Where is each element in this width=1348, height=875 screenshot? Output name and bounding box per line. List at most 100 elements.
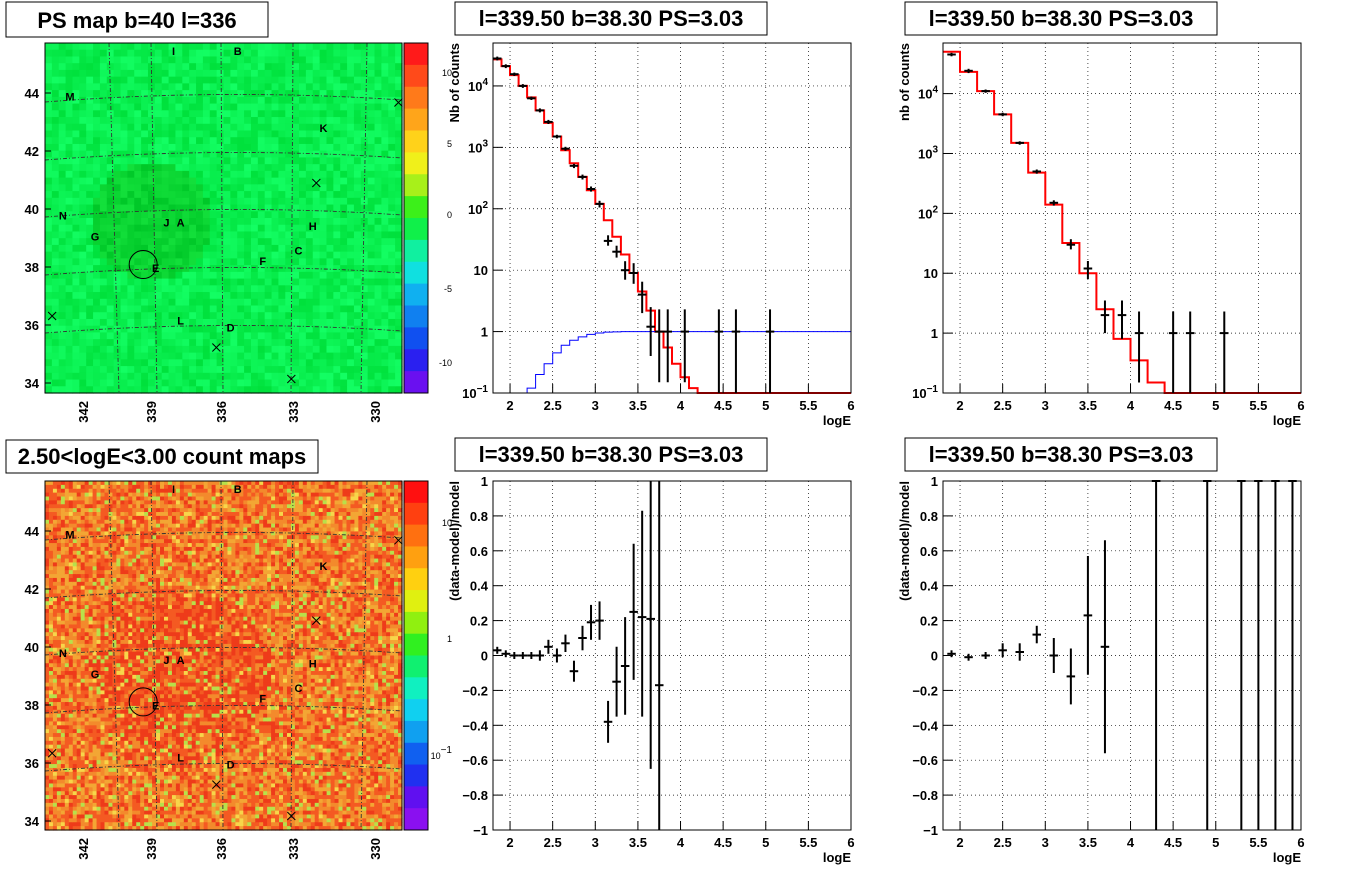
skymap-pixel (104, 709, 110, 715)
skymap-pixel (134, 238, 142, 246)
skymap-pixel (88, 779, 94, 785)
skymap-pixel (128, 515, 133, 521)
skymap-pixel (93, 157, 101, 165)
skymap-pixel (68, 705, 74, 711)
skymap-pixel (132, 500, 137, 505)
skymap-pixel (68, 764, 74, 769)
skymap-pixel (278, 231, 286, 239)
skymap-pixel (147, 218, 156, 226)
skymap-pixel (92, 740, 98, 746)
skymap-pixel (257, 285, 266, 293)
skymap-pixel (381, 386, 389, 394)
skymap-pixel (60, 663, 66, 668)
skymap-pixel (264, 184, 273, 192)
skymap-pixel (96, 698, 102, 703)
skymap-pixel (326, 271, 334, 280)
skymap-pixel (189, 285, 197, 293)
skymap-pixel (333, 366, 341, 374)
skymap-pixel (92, 643, 98, 649)
skymap-pixel (104, 512, 110, 517)
skymap-pixel (86, 90, 94, 98)
skymap-pixel (88, 791, 94, 796)
skymap-pixel (319, 157, 328, 165)
skymap-pixel (52, 508, 58, 513)
skymap-pixel (120, 771, 125, 777)
skymap-pixel (96, 593, 102, 598)
skymap-pixel (65, 143, 74, 152)
skymap-pixel (292, 96, 300, 105)
skymap-pixel (51, 258, 60, 266)
skymap-pixel (60, 698, 66, 703)
skymap-pixel (278, 177, 286, 185)
skymap-pixel (104, 566, 110, 571)
skymap-pixel (128, 764, 133, 769)
skymap-pixel (93, 372, 101, 381)
skymap-pixel (45, 90, 53, 98)
skymap-pixel (124, 512, 129, 517)
skymap-pixel (299, 218, 307, 226)
skymap-pixel (264, 137, 273, 145)
skymap-pixel (52, 694, 58, 699)
skymap-pixel (45, 359, 53, 367)
skymap-pixel (48, 484, 54, 490)
skymap-pixel (161, 312, 170, 320)
skymap-pixel (120, 616, 125, 622)
skymap-pixel (154, 211, 163, 219)
skymap-pixel (299, 372, 307, 381)
skymap-pixel (395, 90, 403, 98)
skymap-pixel (202, 305, 211, 313)
skymap-pixel (45, 639, 50, 645)
skymap-pixel (112, 787, 117, 792)
skymap-pixel (76, 543, 82, 548)
skymap-pixel (237, 318, 245, 327)
skymap-pixel (141, 164, 149, 172)
skymap-pixel (230, 292, 238, 300)
skymap-pixel (80, 806, 86, 812)
skymap-pixel (285, 130, 293, 138)
skymap-pixel (175, 325, 183, 334)
skymap-pixel (86, 244, 94, 253)
skymap-pixel (96, 678, 102, 684)
skymap-pixel (182, 345, 190, 354)
skymap-pixel (52, 620, 58, 626)
skymap-pixel (92, 802, 98, 808)
skymap-pixel (60, 779, 66, 785)
skymap-pixel (72, 608, 78, 614)
skymap-pixel (395, 103, 403, 111)
skymap-pixel (80, 775, 86, 781)
skymap-pixel (116, 531, 121, 536)
skymap-pixel (367, 56, 376, 64)
skymap-pixel (88, 709, 94, 715)
skymap-pixel (333, 265, 341, 273)
skymap-pixel (182, 96, 190, 105)
skymap-pixel (52, 636, 58, 641)
skymap-pixel (216, 271, 225, 280)
skymap-pixel (60, 690, 66, 695)
skymap-pixel (230, 352, 238, 360)
skymap-pixel (88, 748, 94, 754)
skymap-pixel (68, 802, 74, 808)
skymap-pixel (84, 647, 90, 653)
skymap-pixel (104, 496, 110, 501)
skymap-pixel (64, 539, 70, 544)
skymap-pixel (367, 90, 376, 98)
skymap-pixel (395, 224, 403, 233)
skymap-pixel (128, 659, 133, 664)
skymap-pixel (223, 143, 231, 152)
skymap-pixel (64, 717, 70, 723)
skymap-pixel (367, 366, 376, 374)
skymap-pixel (92, 484, 98, 490)
skymap-pixel (326, 339, 334, 347)
skymap-pixel (65, 90, 74, 98)
skymap-pixel (45, 740, 50, 746)
skymap-pixel (305, 231, 314, 239)
skymap-pixel (68, 632, 74, 637)
skymap-pixel (96, 577, 102, 583)
skymap-pixel (72, 612, 78, 618)
skymap-pixel (134, 164, 142, 172)
skymap-pixel (48, 608, 54, 614)
skymap-pixel (72, 523, 78, 529)
skymap-pixel (52, 798, 58, 804)
skymap-pixel (367, 69, 376, 78)
skymap-pixel (120, 558, 125, 564)
